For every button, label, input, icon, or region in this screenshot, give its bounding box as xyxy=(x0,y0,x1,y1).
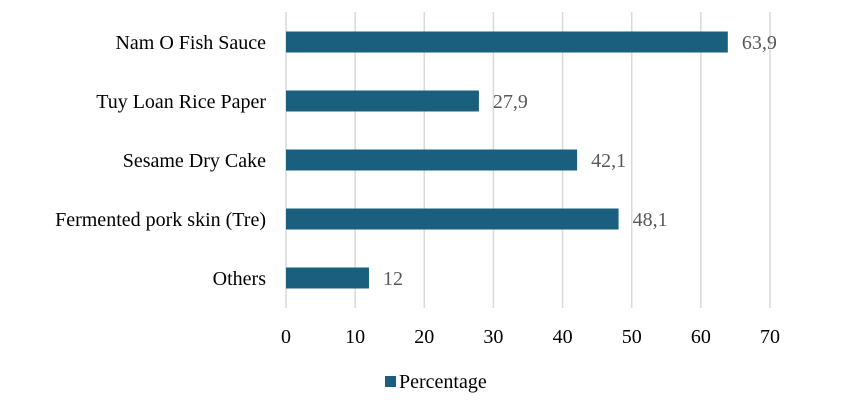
bar xyxy=(286,149,578,171)
data-label: 12 xyxy=(383,268,403,290)
data-label: 48,1 xyxy=(633,209,668,231)
bar xyxy=(286,267,369,289)
x-tick-label: 30 xyxy=(483,326,503,348)
category-label: Tuy Loan Rice Paper xyxy=(96,91,266,113)
x-axis-ticks: 0 10 20 30 40 50 60 70 xyxy=(281,326,780,348)
bar xyxy=(286,90,479,112)
bar xyxy=(286,208,619,230)
x-tick-label: 60 xyxy=(691,326,711,348)
category-labels: Nam O Fish Sauce Tuy Loan Rice Paper Sesam… xyxy=(55,32,266,290)
bars xyxy=(286,31,728,289)
x-tick-label: 70 xyxy=(760,326,780,348)
x-tick-label: 10 xyxy=(345,326,365,348)
x-tick-label: 0 xyxy=(281,326,291,348)
category-label: Others xyxy=(213,268,267,290)
x-tick-label: 20 xyxy=(414,326,434,348)
legend-label-percentage: Percentage xyxy=(399,371,487,393)
legend: Percentage xyxy=(385,371,487,393)
category-label: Nam O Fish Sauce xyxy=(115,32,266,54)
x-tick-label: 50 xyxy=(622,326,642,348)
category-label: Sesame Dry Cake xyxy=(123,150,266,172)
data-label: 63,9 xyxy=(742,32,777,54)
data-label: 42,1 xyxy=(591,150,626,172)
data-label: 27,9 xyxy=(493,91,528,113)
category-label: Fermented pork skin (Tre) xyxy=(55,209,266,231)
x-tick-label: 40 xyxy=(553,326,573,348)
legend-swatch-percentage xyxy=(385,376,396,387)
data-labels: 63,9 27,9 42,1 48,1 12 xyxy=(383,32,777,290)
bar xyxy=(286,31,728,53)
